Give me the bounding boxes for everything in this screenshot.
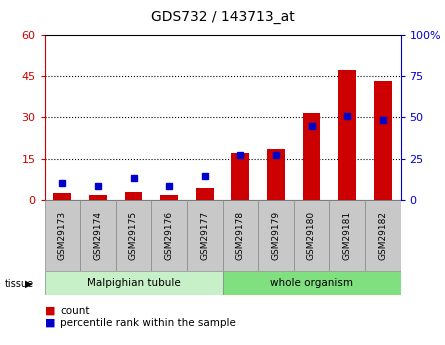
FancyBboxPatch shape bbox=[222, 200, 258, 271]
Text: GSM29176: GSM29176 bbox=[165, 211, 174, 260]
Bar bbox=[231, 153, 249, 200]
FancyBboxPatch shape bbox=[329, 200, 365, 271]
Bar bbox=[267, 149, 285, 200]
FancyBboxPatch shape bbox=[222, 271, 400, 295]
FancyBboxPatch shape bbox=[187, 200, 222, 271]
Bar bbox=[303, 113, 320, 200]
Text: GSM29180: GSM29180 bbox=[307, 211, 316, 260]
Text: count: count bbox=[60, 306, 89, 315]
Text: GDS732 / 143713_at: GDS732 / 143713_at bbox=[150, 10, 295, 24]
Text: GSM29181: GSM29181 bbox=[343, 211, 352, 260]
Text: tissue: tissue bbox=[4, 279, 33, 288]
FancyBboxPatch shape bbox=[258, 200, 294, 271]
Bar bbox=[196, 188, 214, 200]
Text: GSM29182: GSM29182 bbox=[378, 211, 387, 260]
Bar bbox=[53, 193, 71, 200]
Text: ■: ■ bbox=[44, 318, 55, 327]
Text: whole organism: whole organism bbox=[270, 278, 353, 288]
Text: percentile rank within the sample: percentile rank within the sample bbox=[60, 318, 236, 327]
FancyBboxPatch shape bbox=[294, 200, 329, 271]
Text: GSM29178: GSM29178 bbox=[236, 211, 245, 260]
Bar bbox=[125, 192, 142, 200]
FancyBboxPatch shape bbox=[365, 200, 400, 271]
Text: GSM29177: GSM29177 bbox=[200, 211, 209, 260]
Bar bbox=[89, 195, 107, 200]
FancyBboxPatch shape bbox=[44, 200, 80, 271]
Text: ■: ■ bbox=[44, 306, 55, 315]
Text: GSM29174: GSM29174 bbox=[93, 211, 102, 260]
FancyBboxPatch shape bbox=[80, 200, 116, 271]
FancyBboxPatch shape bbox=[44, 271, 222, 295]
Text: GSM29175: GSM29175 bbox=[129, 211, 138, 260]
Bar bbox=[374, 81, 392, 200]
Bar bbox=[338, 70, 356, 200]
Text: GSM29173: GSM29173 bbox=[58, 211, 67, 260]
FancyBboxPatch shape bbox=[116, 200, 151, 271]
Text: ▶: ▶ bbox=[24, 279, 32, 288]
Bar bbox=[160, 195, 178, 200]
Text: GSM29179: GSM29179 bbox=[271, 211, 280, 260]
FancyBboxPatch shape bbox=[151, 200, 187, 271]
Text: Malpighian tubule: Malpighian tubule bbox=[87, 278, 180, 288]
